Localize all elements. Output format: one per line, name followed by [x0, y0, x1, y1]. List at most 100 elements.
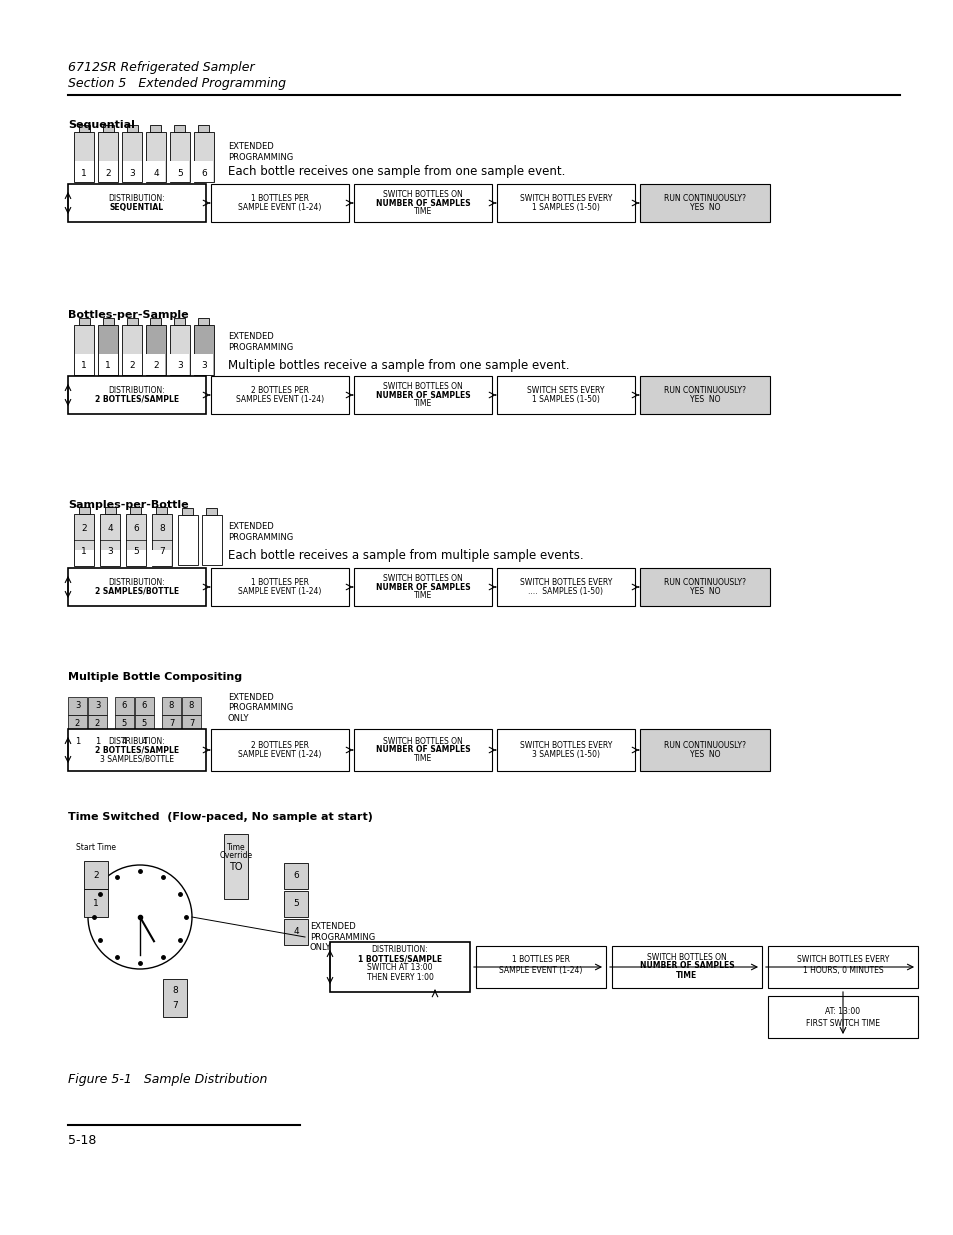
- Bar: [639, 729, 769, 771]
- Bar: [162, 697, 181, 715]
- Bar: [68, 715, 87, 734]
- Bar: [135, 734, 153, 751]
- Bar: [102, 317, 113, 325]
- Bar: [182, 734, 201, 751]
- Bar: [497, 184, 635, 222]
- Bar: [78, 125, 90, 132]
- Bar: [224, 834, 248, 899]
- Text: SAMPLE EVENT (1-24): SAMPLE EVENT (1-24): [238, 587, 321, 595]
- Bar: [170, 132, 190, 182]
- Text: SWITCH BOTTLES ON: SWITCH BOTTLES ON: [383, 574, 462, 583]
- Text: 1 BOTTLES PER: 1 BOTTLES PER: [512, 955, 569, 963]
- Text: 4: 4: [142, 737, 147, 746]
- Bar: [146, 132, 166, 182]
- Bar: [68, 568, 206, 606]
- Bar: [74, 353, 93, 374]
- Text: 1: 1: [94, 737, 100, 746]
- Text: 1: 1: [74, 737, 80, 746]
- Text: TIME: TIME: [414, 755, 432, 763]
- Text: THEN EVERY 1:00: THEN EVERY 1:00: [366, 972, 433, 982]
- Bar: [147, 161, 165, 182]
- Bar: [202, 515, 222, 564]
- Bar: [354, 568, 492, 606]
- Text: SEQUENTIAL: SEQUENTIAL: [110, 203, 164, 211]
- Text: EXTENDED
PROGRAMMING
ONLY: EXTENDED PROGRAMMING ONLY: [310, 923, 375, 952]
- Text: 2: 2: [94, 720, 100, 729]
- Text: 8: 8: [189, 701, 194, 710]
- Bar: [74, 514, 94, 566]
- Text: TO: TO: [229, 862, 242, 872]
- Text: 7: 7: [189, 720, 194, 729]
- Bar: [497, 729, 635, 771]
- Text: YES  NO: YES NO: [689, 587, 720, 595]
- Text: EXTENDED
PROGRAMMING: EXTENDED PROGRAMMING: [228, 522, 293, 542]
- Text: Sequential: Sequential: [68, 120, 134, 130]
- Text: 2: 2: [74, 720, 80, 729]
- Text: SWITCH BOTTLES ON: SWITCH BOTTLES ON: [646, 952, 726, 962]
- Bar: [146, 325, 166, 375]
- Bar: [135, 715, 153, 734]
- Bar: [171, 353, 190, 374]
- Bar: [476, 946, 605, 988]
- Text: 2: 2: [153, 362, 158, 370]
- Text: 1: 1: [81, 168, 87, 178]
- Bar: [612, 946, 761, 988]
- Bar: [127, 125, 137, 132]
- Text: 5: 5: [142, 720, 147, 729]
- Bar: [174, 125, 185, 132]
- Bar: [151, 125, 161, 132]
- Text: SWITCH BOTTLES EVERY: SWITCH BOTTLES EVERY: [519, 578, 612, 588]
- Text: TIME: TIME: [414, 399, 432, 408]
- Text: NUMBER OF SAMPLES: NUMBER OF SAMPLES: [375, 199, 470, 207]
- Bar: [194, 353, 213, 374]
- Text: Override: Override: [219, 851, 253, 860]
- Text: Figure 5-1   Sample Distribution: Figure 5-1 Sample Distribution: [68, 1073, 267, 1087]
- Text: 1: 1: [93, 899, 99, 908]
- Text: RUN CONTINUOUSLY?: RUN CONTINUOUSLY?: [663, 578, 745, 588]
- Bar: [115, 734, 133, 751]
- Text: SAMPLE EVENT (1-24): SAMPLE EVENT (1-24): [498, 966, 582, 974]
- Text: 2: 2: [129, 362, 134, 370]
- Bar: [198, 317, 210, 325]
- Bar: [122, 353, 141, 374]
- Text: 2 BOTTLES/SAMPLE: 2 BOTTLES/SAMPLE: [95, 395, 179, 404]
- Text: 4: 4: [293, 927, 298, 936]
- Text: Samples-per-Bottle: Samples-per-Bottle: [68, 500, 189, 510]
- Text: 3: 3: [201, 362, 207, 370]
- Bar: [100, 550, 119, 566]
- Bar: [122, 325, 142, 375]
- Text: RUN CONTINUOUSLY?: RUN CONTINUOUSLY?: [663, 387, 745, 395]
- Text: SWITCH BOTTLES EVERY: SWITCH BOTTLES EVERY: [519, 194, 612, 204]
- Bar: [152, 514, 172, 566]
- Bar: [98, 353, 117, 374]
- Text: YES  NO: YES NO: [689, 750, 720, 758]
- Text: 6712SR Refrigerated Sampler: 6712SR Refrigerated Sampler: [68, 61, 254, 74]
- Text: 4: 4: [153, 168, 158, 178]
- Bar: [284, 919, 308, 945]
- Text: AT: 13:00: AT: 13:00: [824, 1008, 860, 1016]
- Text: 2: 2: [81, 524, 87, 534]
- Bar: [84, 889, 108, 918]
- Bar: [98, 132, 118, 182]
- Bar: [170, 325, 190, 375]
- Bar: [68, 734, 87, 751]
- Bar: [100, 514, 120, 566]
- Text: 5: 5: [177, 168, 183, 178]
- Text: SWITCH BOTTLES ON: SWITCH BOTTLES ON: [383, 190, 462, 199]
- Text: 6: 6: [133, 524, 139, 534]
- Bar: [354, 184, 492, 222]
- Text: EXTENDED
PROGRAMMING: EXTENDED PROGRAMMING: [228, 332, 293, 352]
- Text: SWITCH AT 13:00: SWITCH AT 13:00: [367, 963, 433, 972]
- Text: DISTRIBUTION:: DISTRIBUTION:: [109, 194, 165, 204]
- Text: 3: 3: [94, 701, 100, 710]
- Bar: [162, 734, 181, 751]
- Text: 3 SAMPLES (1-50): 3 SAMPLES (1-50): [532, 750, 599, 758]
- Text: DISTRIBUTION:: DISTRIBUTION:: [372, 946, 428, 955]
- Text: SAMPLE EVENT (1-24): SAMPLE EVENT (1-24): [238, 750, 321, 758]
- Bar: [115, 715, 133, 734]
- Text: 8: 8: [172, 986, 177, 995]
- Bar: [156, 508, 168, 514]
- Text: 3 SAMPLES/BOTTLE: 3 SAMPLES/BOTTLE: [100, 755, 173, 763]
- Bar: [330, 942, 470, 992]
- Text: 6: 6: [201, 168, 207, 178]
